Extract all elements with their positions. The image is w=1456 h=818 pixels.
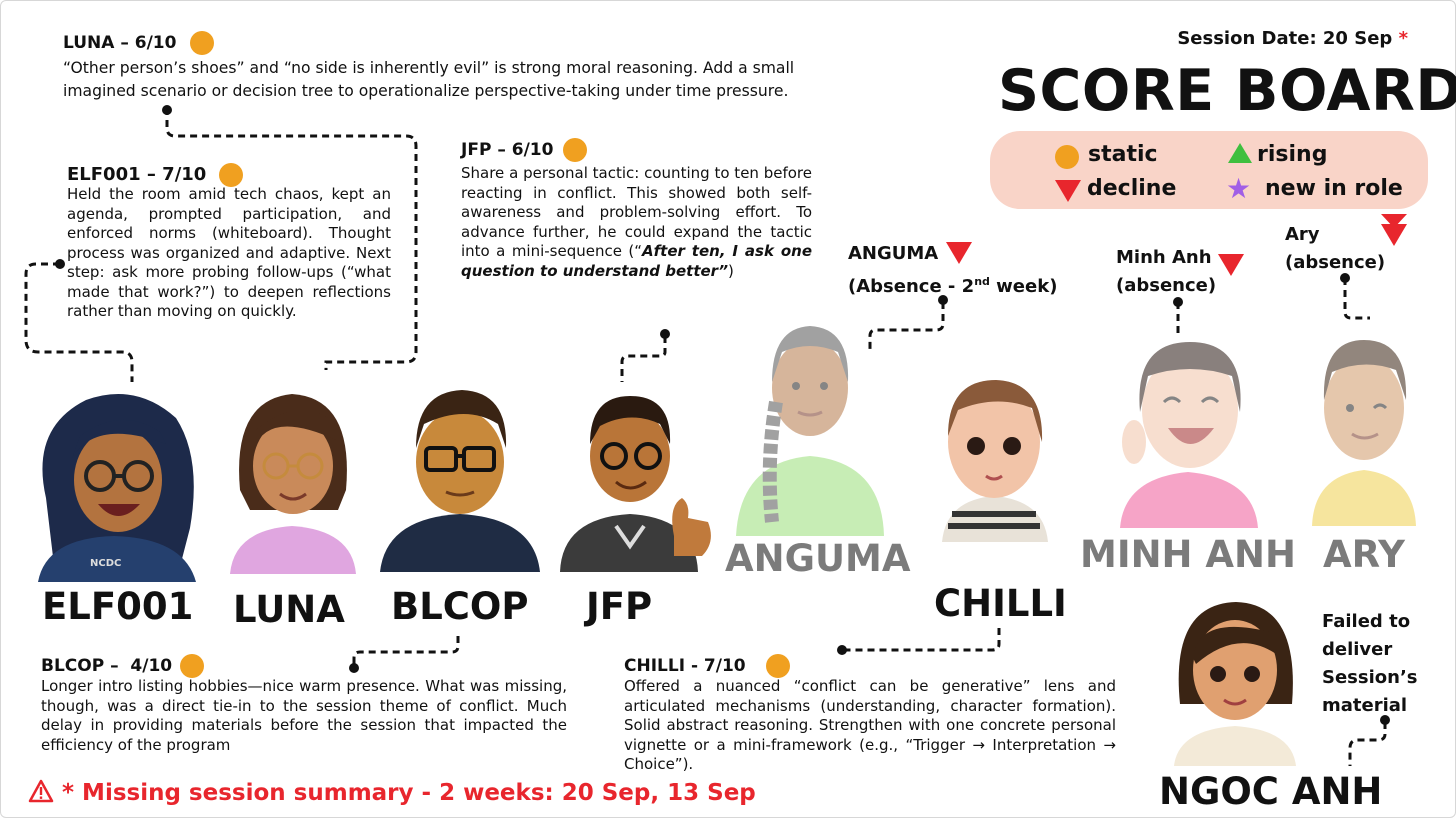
luna-score: LUNA – 6/10 bbox=[63, 33, 177, 53]
new-in-role-star-icon: ★ bbox=[1226, 172, 1252, 205]
minh-anh-absence-note: (absence) bbox=[1116, 275, 1217, 296]
jfp-body-text: Share a personal tactic: counting to ten… bbox=[461, 164, 812, 260]
jfp-name: JFP bbox=[586, 585, 653, 628]
session-date-asterisk: * bbox=[1398, 28, 1408, 49]
decline-triangle-icon bbox=[1055, 180, 1081, 202]
luna-comment-body: “Other person’s shoes” and “no side is i… bbox=[63, 59, 795, 100]
anguma-note-text: (Absence - 2 bbox=[848, 276, 975, 297]
jfp-avatar bbox=[560, 396, 711, 572]
rising-triangle-icon bbox=[1228, 143, 1252, 163]
static-dot-icon bbox=[1055, 145, 1079, 169]
minh-anh-avatar bbox=[1120, 342, 1258, 528]
legend-new-in-role-label: new in role bbox=[1265, 176, 1403, 201]
static-dot-icon bbox=[765, 654, 790, 678]
minh-anh-decline-icon bbox=[1218, 254, 1244, 276]
session-date: Session Date: 20 Sep * bbox=[1177, 28, 1408, 49]
jfp-body-close: ) bbox=[728, 261, 734, 280]
blcop-comment-title: BLCOP – 4/10 bbox=[41, 654, 567, 678]
luna-comment: LUNA – 6/10 “Other person’s shoes” and “… bbox=[63, 31, 863, 103]
legend: static rising decline ★ new in role bbox=[990, 131, 1428, 209]
page-title: SCORE BOARD bbox=[998, 58, 1456, 124]
footer-warning-text: * Missing session summary - 2 weeks: 20 … bbox=[62, 780, 756, 806]
chilli-name: CHILLI bbox=[934, 582, 1067, 625]
elf001-score: ELF001 – 7/10 bbox=[67, 164, 207, 185]
anguma-note-sup: nd bbox=[974, 275, 990, 288]
legend-static-label: static bbox=[1088, 142, 1158, 167]
blcop-name: BLCOP bbox=[391, 585, 529, 628]
chilli-comment-body: Offered a nuanced “conflict can be gener… bbox=[624, 677, 1116, 773]
anguma-avatar bbox=[736, 326, 884, 536]
minh-anh-absence-label: Minh Anh (absence) bbox=[1116, 244, 1216, 300]
elf001-comment-title: ELF001 – 7/10 bbox=[67, 163, 391, 187]
minh-anh-absence-name: Minh Anh bbox=[1116, 247, 1212, 268]
elf001-comment: ELF001 – 7/10 Held the room amid tech ch… bbox=[67, 163, 391, 322]
luna-avatar bbox=[230, 394, 356, 574]
ary-avatar bbox=[1312, 340, 1416, 526]
luna-comment-title: LUNA – 6/10 bbox=[63, 31, 863, 55]
elf001-name: ELF001 bbox=[42, 585, 194, 628]
session-date-text: Session Date: 20 Sep bbox=[1177, 28, 1393, 49]
footer-warning: * Missing session summary - 2 weeks: 20 … bbox=[28, 779, 756, 806]
ngoc-anh-name: NGOC ANH bbox=[1159, 770, 1383, 813]
jfp-body-quote: After ten, I ask one question to underst… bbox=[461, 242, 812, 280]
ary-absence-label: Ary (absence) bbox=[1285, 221, 1385, 277]
jfp-score: JFP – 6/10 bbox=[461, 140, 554, 160]
legend-rising-label: rising bbox=[1257, 142, 1328, 167]
blcop-comment-body: Longer intro listing hobbies—nice warm p… bbox=[41, 677, 567, 754]
static-dot-icon bbox=[218, 163, 243, 187]
warning-triangle-icon bbox=[28, 779, 54, 803]
ary-double-decline-icon bbox=[1381, 214, 1407, 246]
chilli-comment: CHILLI - 7/10 Offered a nuanced “conflic… bbox=[624, 654, 1116, 775]
ngoc-anh-avatar bbox=[1174, 602, 1296, 766]
static-dot-icon bbox=[563, 138, 588, 162]
jfp-comment-body: Share a personal tactic: counting to ten… bbox=[461, 164, 812, 281]
anguma-absence-note: (Absence - 2nd week) bbox=[848, 268, 1057, 301]
elf001-comment-body: Held the room amid tech chaos, kept an a… bbox=[67, 185, 391, 320]
blcop-avatar bbox=[380, 390, 540, 572]
shirt-print-text: NCDC bbox=[90, 558, 121, 569]
ngoc-anh-note: Failed to deliver Session’s material bbox=[1322, 611, 1418, 716]
blcop-comment: BLCOP – 4/10 Longer intro listing hobbie… bbox=[41, 654, 567, 755]
static-dot-icon bbox=[180, 654, 205, 678]
jfp-comment-title: JFP – 6/10 bbox=[461, 138, 812, 162]
chilli-comment-title: CHILLI - 7/10 bbox=[624, 654, 1116, 678]
luna-name: LUNA bbox=[233, 588, 345, 631]
blcop-score: BLCOP – 4/10 bbox=[41, 656, 173, 676]
anguma-absence-label: ANGUMA (Absence - 2nd week) bbox=[848, 240, 1057, 301]
anguma-decline-icon bbox=[946, 242, 972, 264]
anguma-absence-name: ANGUMA bbox=[848, 243, 939, 264]
elf001-avatar: NCDC bbox=[38, 394, 196, 582]
ary-name: ARY bbox=[1323, 533, 1405, 576]
anguma-note-end: week) bbox=[989, 276, 1058, 297]
ary-absence-name: Ary bbox=[1285, 224, 1320, 245]
anguma-name: ANGUMA bbox=[725, 537, 911, 580]
legend-decline-label: decline bbox=[1087, 176, 1177, 201]
chilli-score: CHILLI - 7/10 bbox=[624, 656, 746, 676]
chilli-avatar bbox=[942, 380, 1048, 542]
minh-anh-name: MINH ANH bbox=[1080, 533, 1296, 576]
static-dot-icon bbox=[190, 31, 215, 55]
ary-absence-note: (absence) bbox=[1285, 252, 1386, 273]
jfp-comment: JFP – 6/10 Share a personal tactic: coun… bbox=[461, 138, 812, 281]
